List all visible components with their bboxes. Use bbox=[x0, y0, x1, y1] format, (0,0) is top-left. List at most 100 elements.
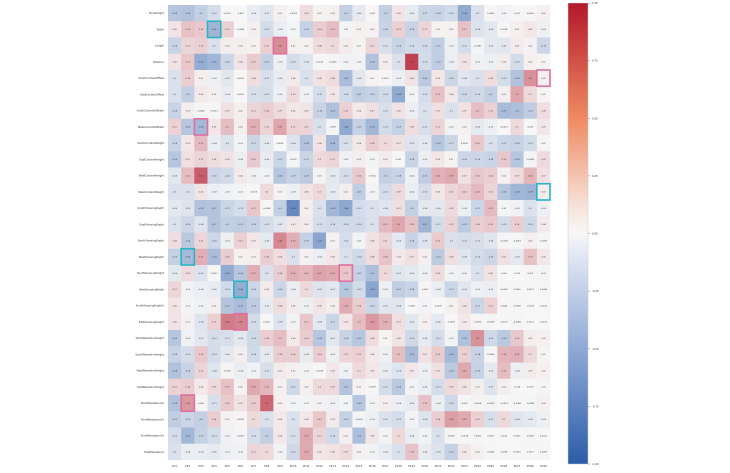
heatmap-cell bbox=[207, 346, 221, 363]
heatmap-cell bbox=[247, 86, 261, 103]
cell-value-label: -0.1 bbox=[173, 224, 178, 226]
heatmap-cell bbox=[497, 346, 511, 363]
cell-value-label: 0.29 bbox=[304, 435, 309, 437]
heatmap-cell bbox=[260, 135, 274, 152]
cell-value-label: 0.07 bbox=[462, 175, 467, 177]
row-label: SouthResistanceX bbox=[141, 434, 165, 438]
heatmap-cell bbox=[194, 281, 208, 298]
heatmap-cell bbox=[378, 232, 393, 249]
cell-value-label: -0.1 bbox=[397, 452, 402, 454]
cell-value-label: 0.16 bbox=[199, 29, 204, 31]
heatmap-cell bbox=[510, 5, 524, 22]
heatmap-cell bbox=[484, 248, 498, 266]
cell-value-label: -0.12 bbox=[343, 175, 349, 177]
heatmap-cell bbox=[378, 330, 393, 347]
heatmap-cell bbox=[326, 265, 340, 282]
heatmap-cell bbox=[286, 281, 300, 298]
cell-value-label: -0.04 bbox=[462, 208, 468, 210]
cell-value-label: 0.19 bbox=[462, 29, 467, 31]
cell-value-label: -0.01 bbox=[291, 29, 297, 31]
column-label: PC12 bbox=[316, 464, 323, 468]
heatmap-cell bbox=[523, 216, 538, 233]
row-label: WestContentWeight bbox=[138, 190, 164, 194]
cell-value-label: -0.06 bbox=[475, 127, 481, 129]
heatmap-cell bbox=[510, 362, 524, 379]
heatmap-cell bbox=[352, 362, 366, 379]
heatmap-cell bbox=[470, 70, 485, 87]
cell-value-label: -0.0046 bbox=[329, 62, 337, 64]
cell-value-label: -0.28 bbox=[370, 62, 376, 64]
cell-value-label: -0.1 bbox=[370, 208, 375, 210]
cell-value-label: -0.1 bbox=[528, 208, 533, 210]
cell-value-label: 0.009 bbox=[527, 273, 533, 275]
heatmap-cell bbox=[365, 86, 379, 103]
cell-value-label: 0.2 bbox=[226, 127, 230, 129]
cell-value-label: -0.01 bbox=[185, 305, 191, 307]
heatmap-cell bbox=[312, 411, 327, 428]
heatmap-cell bbox=[405, 395, 419, 412]
heatmap-cell bbox=[247, 232, 261, 249]
cell-value-label: 0.09 bbox=[436, 273, 441, 275]
cell-value-label: 0.02 bbox=[291, 45, 296, 47]
heatmap-cell bbox=[352, 37, 366, 54]
heatmap-cell bbox=[220, 346, 235, 363]
heatmap-cell bbox=[233, 395, 248, 412]
heatmap-cell bbox=[457, 21, 472, 38]
heatmap-cell bbox=[405, 70, 419, 87]
cell-value-label: 0.01 bbox=[436, 29, 441, 31]
cell-value-label: 0.05 bbox=[304, 110, 309, 112]
cell-value-label: 0.02 bbox=[475, 387, 480, 389]
cell-value-label: -0.01 bbox=[370, 192, 376, 194]
heatmap-cell bbox=[299, 70, 314, 87]
cell-value-label: -0.16 bbox=[225, 62, 231, 64]
heatmap-cell bbox=[523, 248, 538, 266]
heatmap-cell bbox=[299, 395, 314, 412]
cell-value-label: 0.03 bbox=[515, 45, 520, 47]
heatmap-cell bbox=[378, 427, 393, 444]
column-label: PC20 bbox=[422, 464, 429, 468]
cell-value-label: 0.04 bbox=[449, 94, 454, 96]
colorbar-tick-label: -0.25 bbox=[592, 289, 599, 293]
column-label: PC4 bbox=[212, 464, 217, 468]
heatmap-cell bbox=[391, 346, 406, 363]
heatmap-cell bbox=[194, 297, 208, 314]
cell-value-label: -0.04 bbox=[435, 403, 441, 405]
heatmap-cell bbox=[286, 200, 300, 217]
cell-value-label: 0.01 bbox=[541, 62, 546, 64]
cell-value-label: 0.03 bbox=[383, 62, 388, 64]
heatmap-cell bbox=[312, 5, 327, 22]
heatmap-cell bbox=[536, 411, 551, 428]
cell-value-label: 0.27 bbox=[251, 273, 256, 275]
cell-value-label: 0.05 bbox=[330, 370, 335, 372]
heatmap-cell bbox=[523, 70, 538, 87]
heatmap-cell bbox=[418, 330, 432, 347]
cell-value-label: 0.16 bbox=[475, 143, 480, 145]
heatmap-cell bbox=[181, 443, 195, 461]
heatmap-cell bbox=[326, 313, 340, 331]
cell-value-label: 0.29 bbox=[462, 419, 467, 421]
heatmap-cell bbox=[431, 248, 445, 266]
cell-value-label: -0.01 bbox=[501, 208, 507, 210]
heatmap-cell bbox=[233, 70, 248, 87]
heatmap-cell bbox=[510, 167, 524, 184]
heatmap-cell bbox=[273, 200, 287, 217]
cell-value-label: -0.14 bbox=[422, 45, 428, 47]
cell-value-label: 0.02 bbox=[423, 257, 428, 259]
heatmap-cell bbox=[536, 443, 551, 461]
heatmap-cell bbox=[444, 411, 458, 428]
cell-value-label: -0.03 bbox=[488, 62, 494, 64]
colorbar-tick-label: 0.00 bbox=[592, 232, 598, 236]
heatmap-cell bbox=[536, 313, 551, 331]
heatmap-cell bbox=[431, 427, 445, 444]
heatmap-cell bbox=[405, 330, 419, 347]
heatmap-cell bbox=[181, 37, 195, 54]
heatmap-cell bbox=[457, 346, 472, 363]
cell-value-label: -0.25 bbox=[356, 338, 362, 340]
heatmap-cell bbox=[352, 427, 366, 444]
cell-value-label: 0.02 bbox=[449, 305, 454, 307]
cell-value-label: -0.1 bbox=[476, 13, 481, 15]
heatmap-cell bbox=[247, 135, 261, 152]
cell-value-label: 0.04 bbox=[396, 257, 401, 259]
heatmap-cell bbox=[181, 395, 195, 412]
cell-value-label: 0.17 bbox=[344, 273, 349, 275]
